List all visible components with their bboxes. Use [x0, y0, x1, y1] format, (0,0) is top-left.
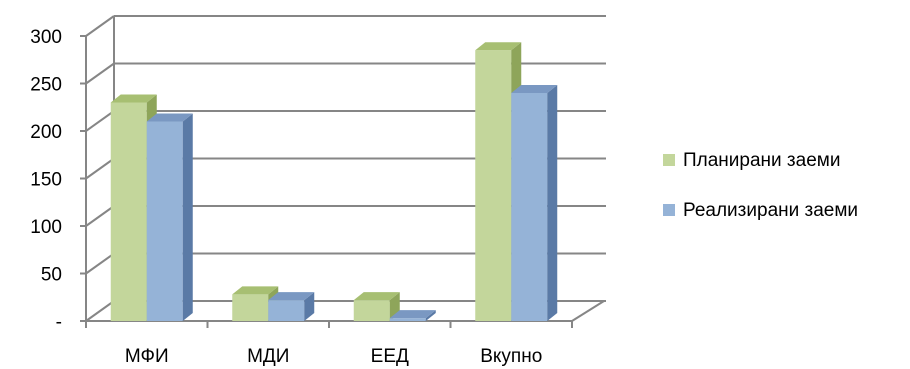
y-tick-label: 100	[30, 217, 62, 238]
floor-right-edge	[571, 300, 605, 322]
bar-front	[110, 102, 147, 321]
bar-side	[182, 113, 193, 321]
bar-top	[146, 113, 193, 122]
bar-front	[475, 50, 512, 321]
bar-top	[268, 292, 315, 301]
bar-front	[146, 121, 183, 321]
bar-front	[511, 93, 548, 321]
bar-top	[110, 94, 157, 103]
bar-top	[475, 42, 522, 51]
floor-left-edge	[85, 300, 115, 322]
gridline-diagonal	[85, 252, 115, 275]
gridline-diagonal	[85, 62, 115, 85]
x-category-label: ЕЕД	[371, 346, 409, 367]
bar-realized	[146, 113, 193, 321]
bar-top	[353, 292, 400, 301]
legend-label: Реализирани заеми	[683, 200, 858, 221]
bar-side	[425, 310, 436, 321]
y-tick-label: -	[56, 312, 62, 333]
y-tick-label: 300	[30, 27, 62, 48]
bar-realized	[511, 85, 558, 321]
bar-front	[232, 294, 269, 321]
bar-side	[547, 85, 558, 321]
bar-realized	[389, 310, 436, 321]
legend-swatch	[663, 204, 675, 216]
bars	[110, 42, 558, 321]
bar-top	[389, 310, 436, 319]
x-category-label: МДИ	[247, 346, 289, 367]
x-category-label: МФИ	[125, 346, 169, 367]
legend: Планирани заеми Реализирани заеми	[663, 150, 858, 221]
y-axis-ticks: - 50 100 150 200 250 300	[30, 27, 86, 333]
gridline-diagonal	[85, 110, 115, 132]
bar-top	[511, 85, 558, 93]
legend-swatch	[663, 154, 675, 166]
bar-front	[389, 318, 426, 321]
y-tick-label: 150	[30, 170, 62, 191]
gridline-diagonal	[85, 157, 115, 180]
bar-top	[232, 286, 279, 295]
y-tick-label: 50	[41, 265, 62, 286]
x-axis-categories: МФИ МДИ ЕЕД Вкупно	[85, 321, 573, 367]
bar-realized	[268, 292, 315, 321]
gridline-diagonal	[85, 15, 115, 37]
bar-front	[268, 300, 305, 321]
bar-side	[304, 292, 315, 321]
x-category-label: Вкупно	[480, 346, 542, 367]
bar-front	[353, 300, 390, 321]
gridline-diagonal	[85, 205, 115, 227]
y-tick-label: 200	[30, 122, 62, 143]
y-tick-label: 250	[30, 75, 62, 96]
legend-label: Планирани заеми	[683, 150, 840, 171]
